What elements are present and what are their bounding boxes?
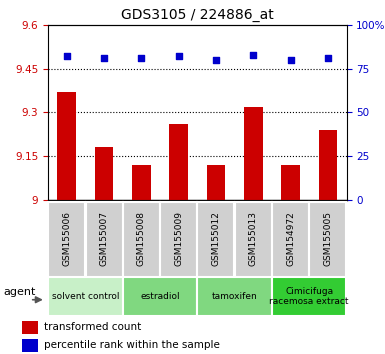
Point [288, 57, 294, 63]
Text: solvent control: solvent control [52, 292, 119, 301]
Text: GSM155008: GSM155008 [137, 211, 146, 266]
Point [213, 57, 219, 63]
Point [64, 53, 70, 59]
Text: estradiol: estradiol [140, 292, 180, 301]
Bar [235, 202, 272, 278]
Text: GSM154972: GSM154972 [286, 211, 295, 266]
Bar [123, 202, 160, 278]
Bar [132, 165, 151, 200]
Text: GSM155013: GSM155013 [249, 211, 258, 266]
Bar [48, 277, 122, 316]
Point [176, 53, 182, 59]
Bar [310, 202, 346, 278]
Bar [244, 107, 263, 200]
Text: agent: agent [4, 287, 36, 297]
Bar [22, 339, 38, 352]
Bar [160, 202, 197, 278]
Bar [95, 147, 114, 200]
Bar [318, 130, 337, 200]
Bar [281, 165, 300, 200]
Point [250, 52, 256, 57]
Bar [272, 277, 346, 316]
Bar [272, 202, 309, 278]
Text: GSM155007: GSM155007 [100, 211, 109, 266]
Bar [207, 165, 225, 200]
Bar [198, 277, 272, 316]
Bar [198, 202, 234, 278]
Point [138, 55, 144, 61]
Text: transformed count: transformed count [44, 322, 141, 332]
Point [325, 55, 331, 61]
Bar [57, 92, 76, 200]
Text: GSM155006: GSM155006 [62, 211, 71, 266]
Text: GSM155012: GSM155012 [211, 211, 221, 266]
Title: GDS3105 / 224886_at: GDS3105 / 224886_at [121, 8, 274, 22]
Text: GSM155005: GSM155005 [323, 211, 332, 266]
Bar [169, 124, 188, 200]
Point [101, 55, 107, 61]
Text: Cimicifuga
racemosa extract: Cimicifuga racemosa extract [270, 287, 349, 306]
Bar [85, 202, 122, 278]
Text: percentile rank within the sample: percentile rank within the sample [44, 341, 219, 350]
Text: tamoxifen: tamoxifen [212, 292, 258, 301]
Bar [22, 321, 38, 333]
Bar [48, 202, 85, 278]
Text: GSM155009: GSM155009 [174, 211, 183, 266]
Bar [123, 277, 197, 316]
